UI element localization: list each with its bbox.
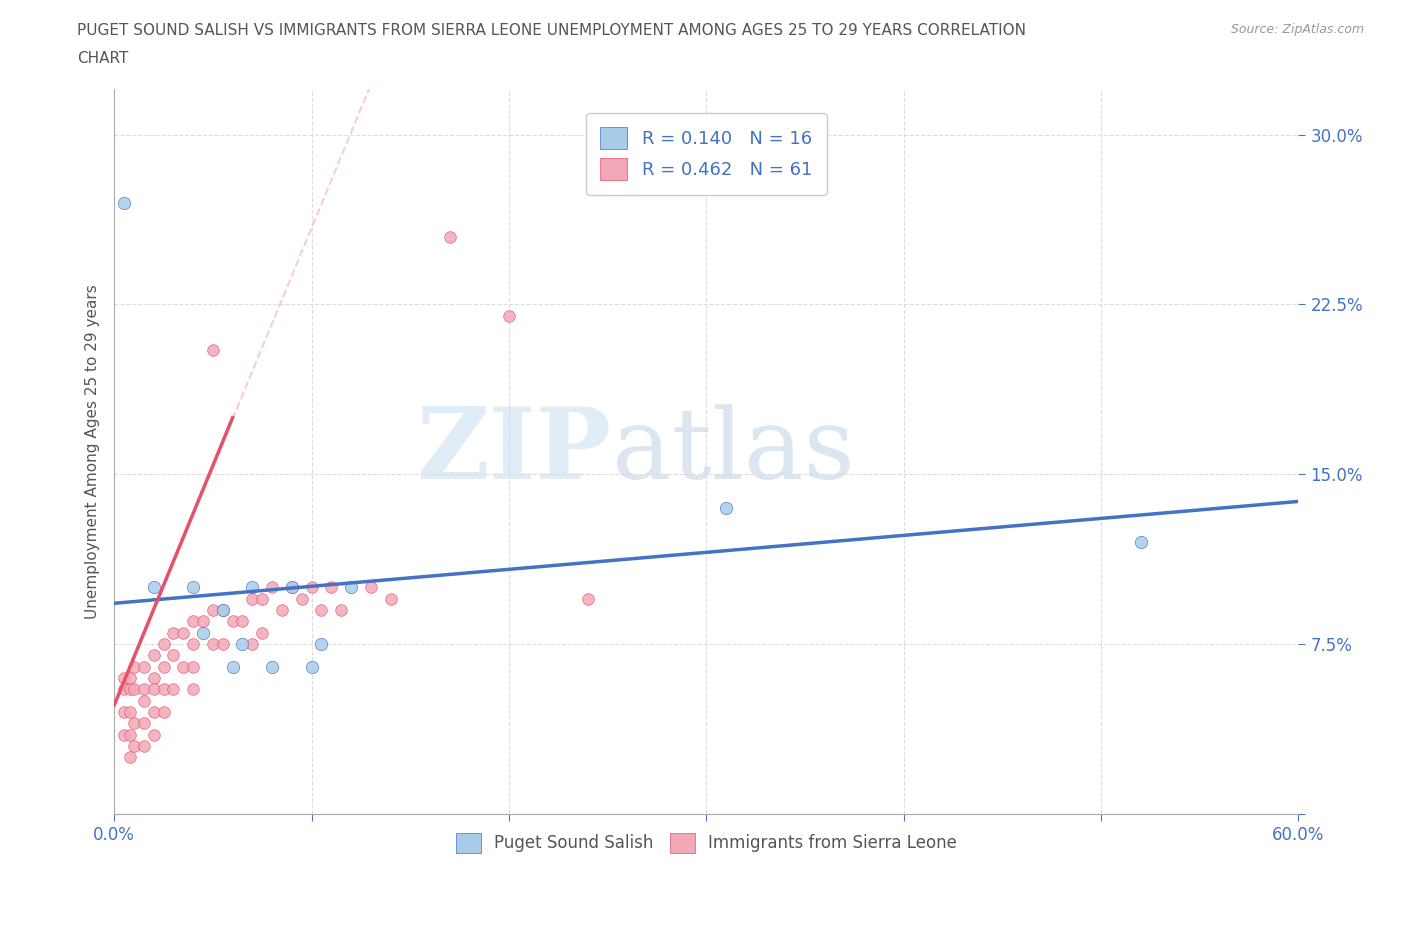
- Point: [132, 659, 155, 674]
- Point: [132, 682, 155, 697]
- Point: [301, 659, 323, 674]
- Point: [181, 659, 204, 674]
- Point: [576, 591, 599, 606]
- Point: [714, 500, 737, 515]
- Point: [142, 648, 165, 663]
- Point: [262, 580, 284, 595]
- Point: [122, 659, 145, 674]
- Point: [311, 637, 333, 652]
- Point: [221, 614, 243, 629]
- Point: [1129, 535, 1152, 550]
- Point: [201, 637, 224, 652]
- Point: [181, 637, 204, 652]
- Point: [152, 637, 174, 652]
- Point: [118, 727, 141, 742]
- Point: [301, 580, 323, 595]
- Point: [118, 750, 141, 764]
- Point: [380, 591, 402, 606]
- Point: [162, 625, 184, 640]
- Point: [152, 705, 174, 720]
- Point: [240, 637, 263, 652]
- Point: [112, 682, 135, 697]
- Point: [181, 580, 204, 595]
- Point: [112, 705, 135, 720]
- Point: [311, 603, 333, 618]
- Point: [211, 603, 233, 618]
- Legend: Puget Sound Salish, Immigrants from Sierra Leone: Puget Sound Salish, Immigrants from Sier…: [449, 826, 963, 860]
- Point: [240, 580, 263, 595]
- Point: [132, 738, 155, 753]
- Text: Source: ZipAtlas.com: Source: ZipAtlas.com: [1230, 23, 1364, 36]
- Point: [231, 614, 253, 629]
- Point: [291, 591, 314, 606]
- Point: [330, 603, 353, 618]
- Point: [231, 637, 253, 652]
- Point: [281, 580, 304, 595]
- Point: [122, 682, 145, 697]
- Point: [181, 614, 204, 629]
- Point: [152, 659, 174, 674]
- Text: atlas: atlas: [612, 404, 855, 499]
- Point: [118, 705, 141, 720]
- Point: [132, 693, 155, 708]
- Point: [152, 682, 174, 697]
- Point: [142, 682, 165, 697]
- Point: [142, 727, 165, 742]
- Point: [118, 682, 141, 697]
- Point: [172, 625, 194, 640]
- Point: [142, 580, 165, 595]
- Point: [162, 648, 184, 663]
- Point: [262, 659, 284, 674]
- Point: [321, 580, 343, 595]
- Point: [142, 705, 165, 720]
- Point: [340, 580, 363, 595]
- Point: [252, 591, 274, 606]
- Point: [118, 671, 141, 685]
- Text: CHART: CHART: [77, 51, 129, 66]
- Text: PUGET SOUND SALISH VS IMMIGRANTS FROM SIERRA LEONE UNEMPLOYMENT AMONG AGES 25 TO: PUGET SOUND SALISH VS IMMIGRANTS FROM SI…: [77, 23, 1026, 38]
- Point: [142, 671, 165, 685]
- Point: [132, 716, 155, 731]
- Text: ZIP: ZIP: [416, 403, 612, 500]
- Point: [112, 671, 135, 685]
- Point: [252, 625, 274, 640]
- Point: [201, 603, 224, 618]
- Point: [498, 309, 520, 324]
- Point: [439, 229, 461, 244]
- Point: [360, 580, 382, 595]
- Point: [201, 342, 224, 357]
- Point: [271, 603, 294, 618]
- Point: [191, 614, 214, 629]
- Point: [112, 195, 135, 210]
- Point: [211, 637, 233, 652]
- Point: [112, 727, 135, 742]
- Point: [181, 682, 204, 697]
- Point: [281, 580, 304, 595]
- Point: [162, 682, 184, 697]
- Point: [240, 591, 263, 606]
- Point: [221, 659, 243, 674]
- Point: [122, 716, 145, 731]
- Point: [172, 659, 194, 674]
- Point: [211, 603, 233, 618]
- Y-axis label: Unemployment Among Ages 25 to 29 years: Unemployment Among Ages 25 to 29 years: [86, 285, 100, 619]
- Point: [122, 738, 145, 753]
- Point: [191, 625, 214, 640]
